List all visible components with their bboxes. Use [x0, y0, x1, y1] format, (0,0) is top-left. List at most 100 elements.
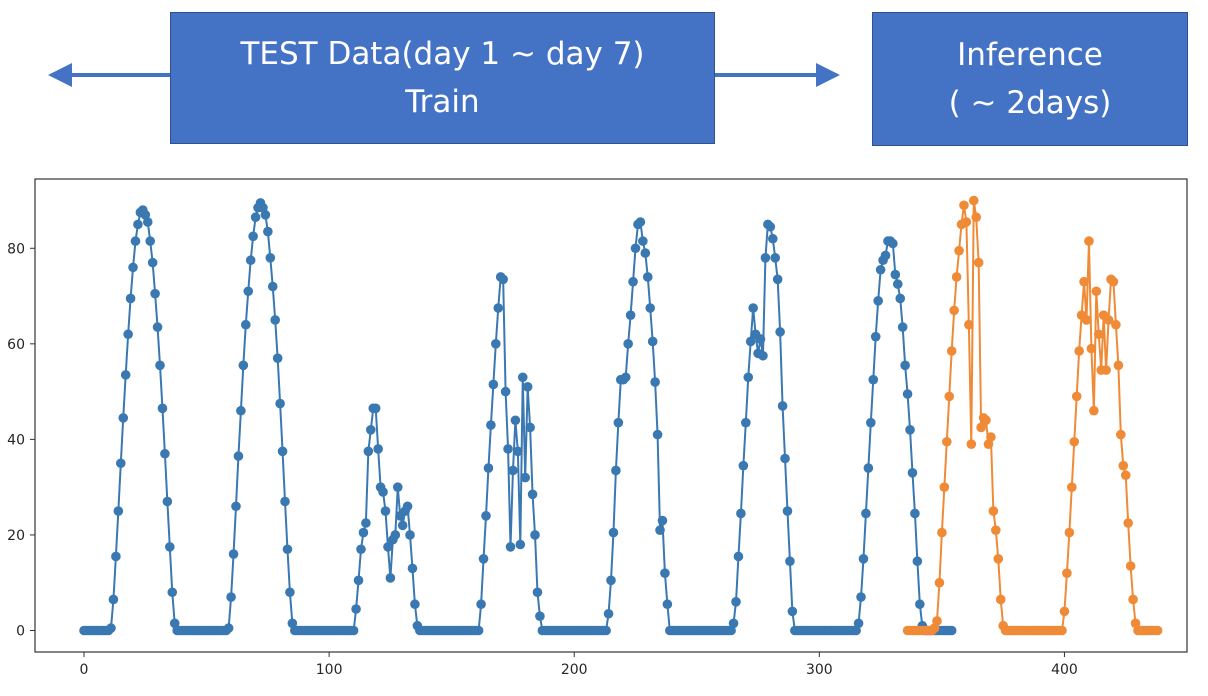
data-point-test: [118, 413, 129, 423]
data-point-test: [875, 264, 886, 275]
data-point-test: [476, 599, 486, 610]
y-tick-label: 0: [16, 624, 25, 640]
data-point-test: [378, 487, 388, 497]
data-point-inference: [1084, 236, 1094, 246]
data-point-test: [745, 336, 756, 347]
data-point-test: [285, 587, 295, 598]
data-point-test: [493, 303, 504, 313]
data-point-test: [606, 575, 616, 586]
data-point-test: [115, 458, 126, 469]
data-point-inference: [991, 525, 1001, 535]
data-point-inference: [1101, 365, 1111, 375]
x-tick-label: 100: [316, 662, 343, 678]
data-point-test: [505, 542, 516, 552]
data-point-test: [238, 360, 249, 371]
data-point-test: [228, 549, 239, 559]
data-point-test: [498, 274, 508, 285]
data-point-test: [775, 327, 785, 337]
data-point-test: [782, 506, 793, 516]
data-point-inference: [1128, 594, 1138, 605]
data-point-test: [130, 236, 141, 246]
data-point-test: [603, 608, 614, 619]
data-point-inference: [1086, 343, 1097, 354]
data-point-inference: [968, 195, 979, 206]
data-point-test: [392, 482, 403, 492]
data-point-test: [123, 329, 133, 340]
data-point-test: [765, 221, 776, 232]
inference-banner-line2: ( ~ 2days): [948, 85, 1112, 121]
data-point-test: [272, 353, 283, 363]
train-banner: TEST Data(day 1 ~ day 7) Train: [170, 12, 715, 144]
data-point-test: [736, 508, 746, 519]
data-point-inference: [934, 577, 945, 588]
data-point-test: [410, 599, 420, 610]
data-point-test: [856, 592, 866, 602]
data-point-test: [733, 551, 744, 562]
data-point-test: [351, 604, 361, 614]
data-point-test: [270, 315, 281, 325]
data-point-inference: [1071, 391, 1082, 402]
data-point-test: [650, 377, 660, 387]
y-tick-label: 20: [7, 528, 25, 544]
data-point-inference: [1152, 625, 1163, 636]
data-point-test: [282, 544, 293, 555]
inference-banner-line1: Inference: [957, 37, 1103, 73]
data-point-test: [760, 253, 771, 263]
data-point-inference: [1118, 460, 1129, 471]
data-point-test: [145, 236, 155, 246]
data-point-inference: [993, 554, 1004, 564]
line-chart: 0 100 200 300 400 0 20 40 60 80: [7, 178, 1188, 678]
data-point-inference: [1079, 276, 1089, 287]
data-point-test: [640, 248, 651, 258]
x-tick-label: 0: [80, 662, 89, 678]
data-point-test: [383, 542, 393, 552]
data-point-test: [481, 511, 491, 521]
data-point-test: [397, 520, 408, 531]
data-point-test: [910, 508, 920, 519]
data-point-test: [652, 429, 663, 440]
data-point-test: [361, 518, 371, 528]
data-point-inference: [986, 432, 996, 442]
data-point-test: [905, 425, 915, 435]
data-point-test: [858, 554, 869, 564]
data-point-inference: [1089, 405, 1099, 416]
data-point-inference: [1120, 470, 1131, 481]
data-point-inference: [1074, 346, 1084, 356]
data-point-inference: [959, 200, 969, 211]
data-point-test: [491, 339, 501, 349]
right-arrow-icon: [715, 63, 840, 87]
data-point-test: [912, 556, 923, 567]
data-point-test: [488, 379, 499, 390]
data-point-test: [160, 448, 170, 459]
data-point-inference: [939, 482, 950, 492]
data-point-test: [402, 501, 413, 512]
data-point-test: [748, 303, 758, 313]
data-point-test: [902, 389, 913, 399]
data-point-test: [890, 269, 901, 280]
data-point-test: [231, 501, 241, 512]
data-point-test: [525, 422, 535, 433]
data-point-test: [625, 310, 636, 320]
data-point-test: [277, 446, 288, 457]
data-point-test: [106, 623, 116, 633]
data-point-test: [390, 530, 401, 540]
data-point-test: [500, 386, 511, 397]
left-arrow-icon: [48, 63, 170, 87]
data-point-inference: [937, 527, 947, 538]
data-point-test: [743, 372, 754, 383]
data-point-test: [167, 587, 178, 598]
data-point-test: [407, 563, 418, 574]
data-point-test: [907, 468, 918, 478]
data-point-test: [642, 272, 653, 282]
data-point-test: [601, 625, 611, 636]
data-point-test: [233, 451, 244, 461]
data-point-test: [888, 238, 898, 249]
data-point-inference: [949, 305, 959, 316]
data-point-test: [660, 568, 670, 578]
data-point-test: [267, 281, 278, 292]
data-point-test: [608, 527, 619, 538]
data-point-inference: [1069, 436, 1080, 447]
series-layer: [79, 195, 1163, 636]
data-point-test: [473, 625, 484, 636]
data-point-test: [517, 372, 528, 383]
